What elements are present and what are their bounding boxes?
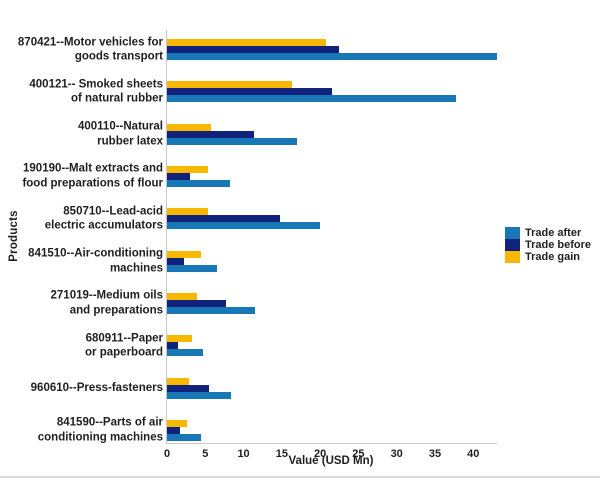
y-axis-line bbox=[166, 30, 167, 443]
bar-trade-after bbox=[167, 391, 232, 399]
x-axis-line bbox=[166, 443, 497, 444]
bar-trade-gain bbox=[167, 39, 327, 46]
x-axis-title: Value (USD Mn) bbox=[288, 455, 374, 467]
bar-trade-gain bbox=[167, 377, 190, 385]
bar-trade-after bbox=[167, 53, 497, 60]
category-label: 400121-- Smoked sheets of natural rubber bbox=[29, 78, 163, 105]
x-tick-label: 30 bbox=[390, 448, 403, 460]
bar-trade-before bbox=[167, 299, 226, 307]
category-label: 190190--Malt extracts and food preparati… bbox=[22, 162, 163, 190]
x-tick-label: 10 bbox=[237, 448, 250, 460]
legend-swatch-trade-after bbox=[505, 227, 520, 239]
bar-trade-after bbox=[167, 95, 457, 103]
category-label: 841510--Air-conditioning machines bbox=[28, 247, 163, 275]
x-tick-label: 15 bbox=[275, 448, 288, 460]
x-tick-label: 20 bbox=[314, 448, 327, 460]
bar-trade-after bbox=[167, 264, 217, 272]
bar-trade-gain bbox=[167, 165, 208, 173]
bar-trade-before bbox=[167, 257, 184, 265]
legend: Trade after Trade before Trade gain bbox=[505, 227, 591, 263]
legend-swatch-trade-before bbox=[505, 239, 520, 251]
x-tick-label: 40 bbox=[467, 448, 480, 460]
bar-trade-gain bbox=[167, 419, 187, 427]
bar-trade-before bbox=[167, 342, 178, 350]
bar-trade-before bbox=[167, 46, 339, 53]
x-tick-label: 25 bbox=[352, 448, 365, 460]
bar-trade-after bbox=[167, 137, 298, 145]
bar-trade-before bbox=[167, 384, 210, 392]
bar-trade-gain bbox=[167, 292, 197, 300]
category-label: 870421--Motor vehicles for goods transpo… bbox=[17, 36, 163, 63]
x-tick-label: 0 bbox=[163, 448, 171, 460]
category-label: 960610--Press-fasteners bbox=[30, 381, 163, 394]
x-tick-label: 35 bbox=[428, 448, 442, 460]
legend-item-trade-after: Trade after bbox=[505, 227, 591, 239]
bar-trade-before bbox=[167, 172, 190, 180]
legend-item-trade-before: Trade before bbox=[505, 239, 591, 251]
legend-label: Trade before bbox=[525, 239, 592, 251]
bar-trade-after bbox=[167, 349, 203, 357]
bar-trade-before bbox=[167, 130, 254, 138]
bar-trade-after bbox=[167, 222, 321, 230]
category-label: 680911--Paper or paperboard bbox=[85, 332, 163, 359]
x-tick-label: 5 bbox=[202, 448, 209, 460]
bar-trade-gain bbox=[167, 81, 292, 89]
bar-trade-gain bbox=[167, 123, 212, 131]
category-label: 400110--Natural rubber latex bbox=[77, 120, 163, 148]
legend-label: Trade gain bbox=[525, 251, 581, 263]
bar-trade-gain bbox=[167, 250, 201, 258]
bar-trade-gain bbox=[167, 335, 193, 343]
legend-swatch-trade-gain bbox=[505, 251, 520, 263]
bar-trade-before bbox=[167, 215, 280, 223]
legend-label: Trade after bbox=[525, 227, 582, 239]
bar-trade-after bbox=[167, 179, 230, 187]
bar-trade-before bbox=[167, 426, 181, 434]
category-label: 271019--Medium oils and preparations bbox=[50, 289, 163, 317]
bar-trade-after bbox=[167, 433, 202, 441]
bar-trade-gain bbox=[167, 208, 208, 216]
bar-trade-after bbox=[167, 306, 256, 314]
bar-trade-before bbox=[167, 88, 332, 96]
legend-item-trade-gain: Trade gain bbox=[505, 251, 591, 263]
category-label: 841590--Parts of air conditioning machin… bbox=[37, 416, 163, 444]
bottom-divider bbox=[0, 476, 600, 478]
category-label: 850710--Lead-acid electric accumulators bbox=[44, 205, 163, 232]
